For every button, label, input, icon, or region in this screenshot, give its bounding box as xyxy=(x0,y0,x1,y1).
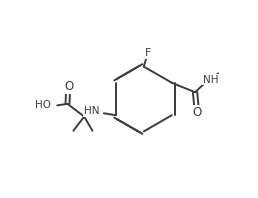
Text: O: O xyxy=(64,80,74,93)
Text: NH: NH xyxy=(203,75,219,85)
Text: HO: HO xyxy=(35,100,51,110)
Text: HN: HN xyxy=(84,106,99,116)
Text: O: O xyxy=(193,106,202,119)
Text: F: F xyxy=(145,48,151,58)
